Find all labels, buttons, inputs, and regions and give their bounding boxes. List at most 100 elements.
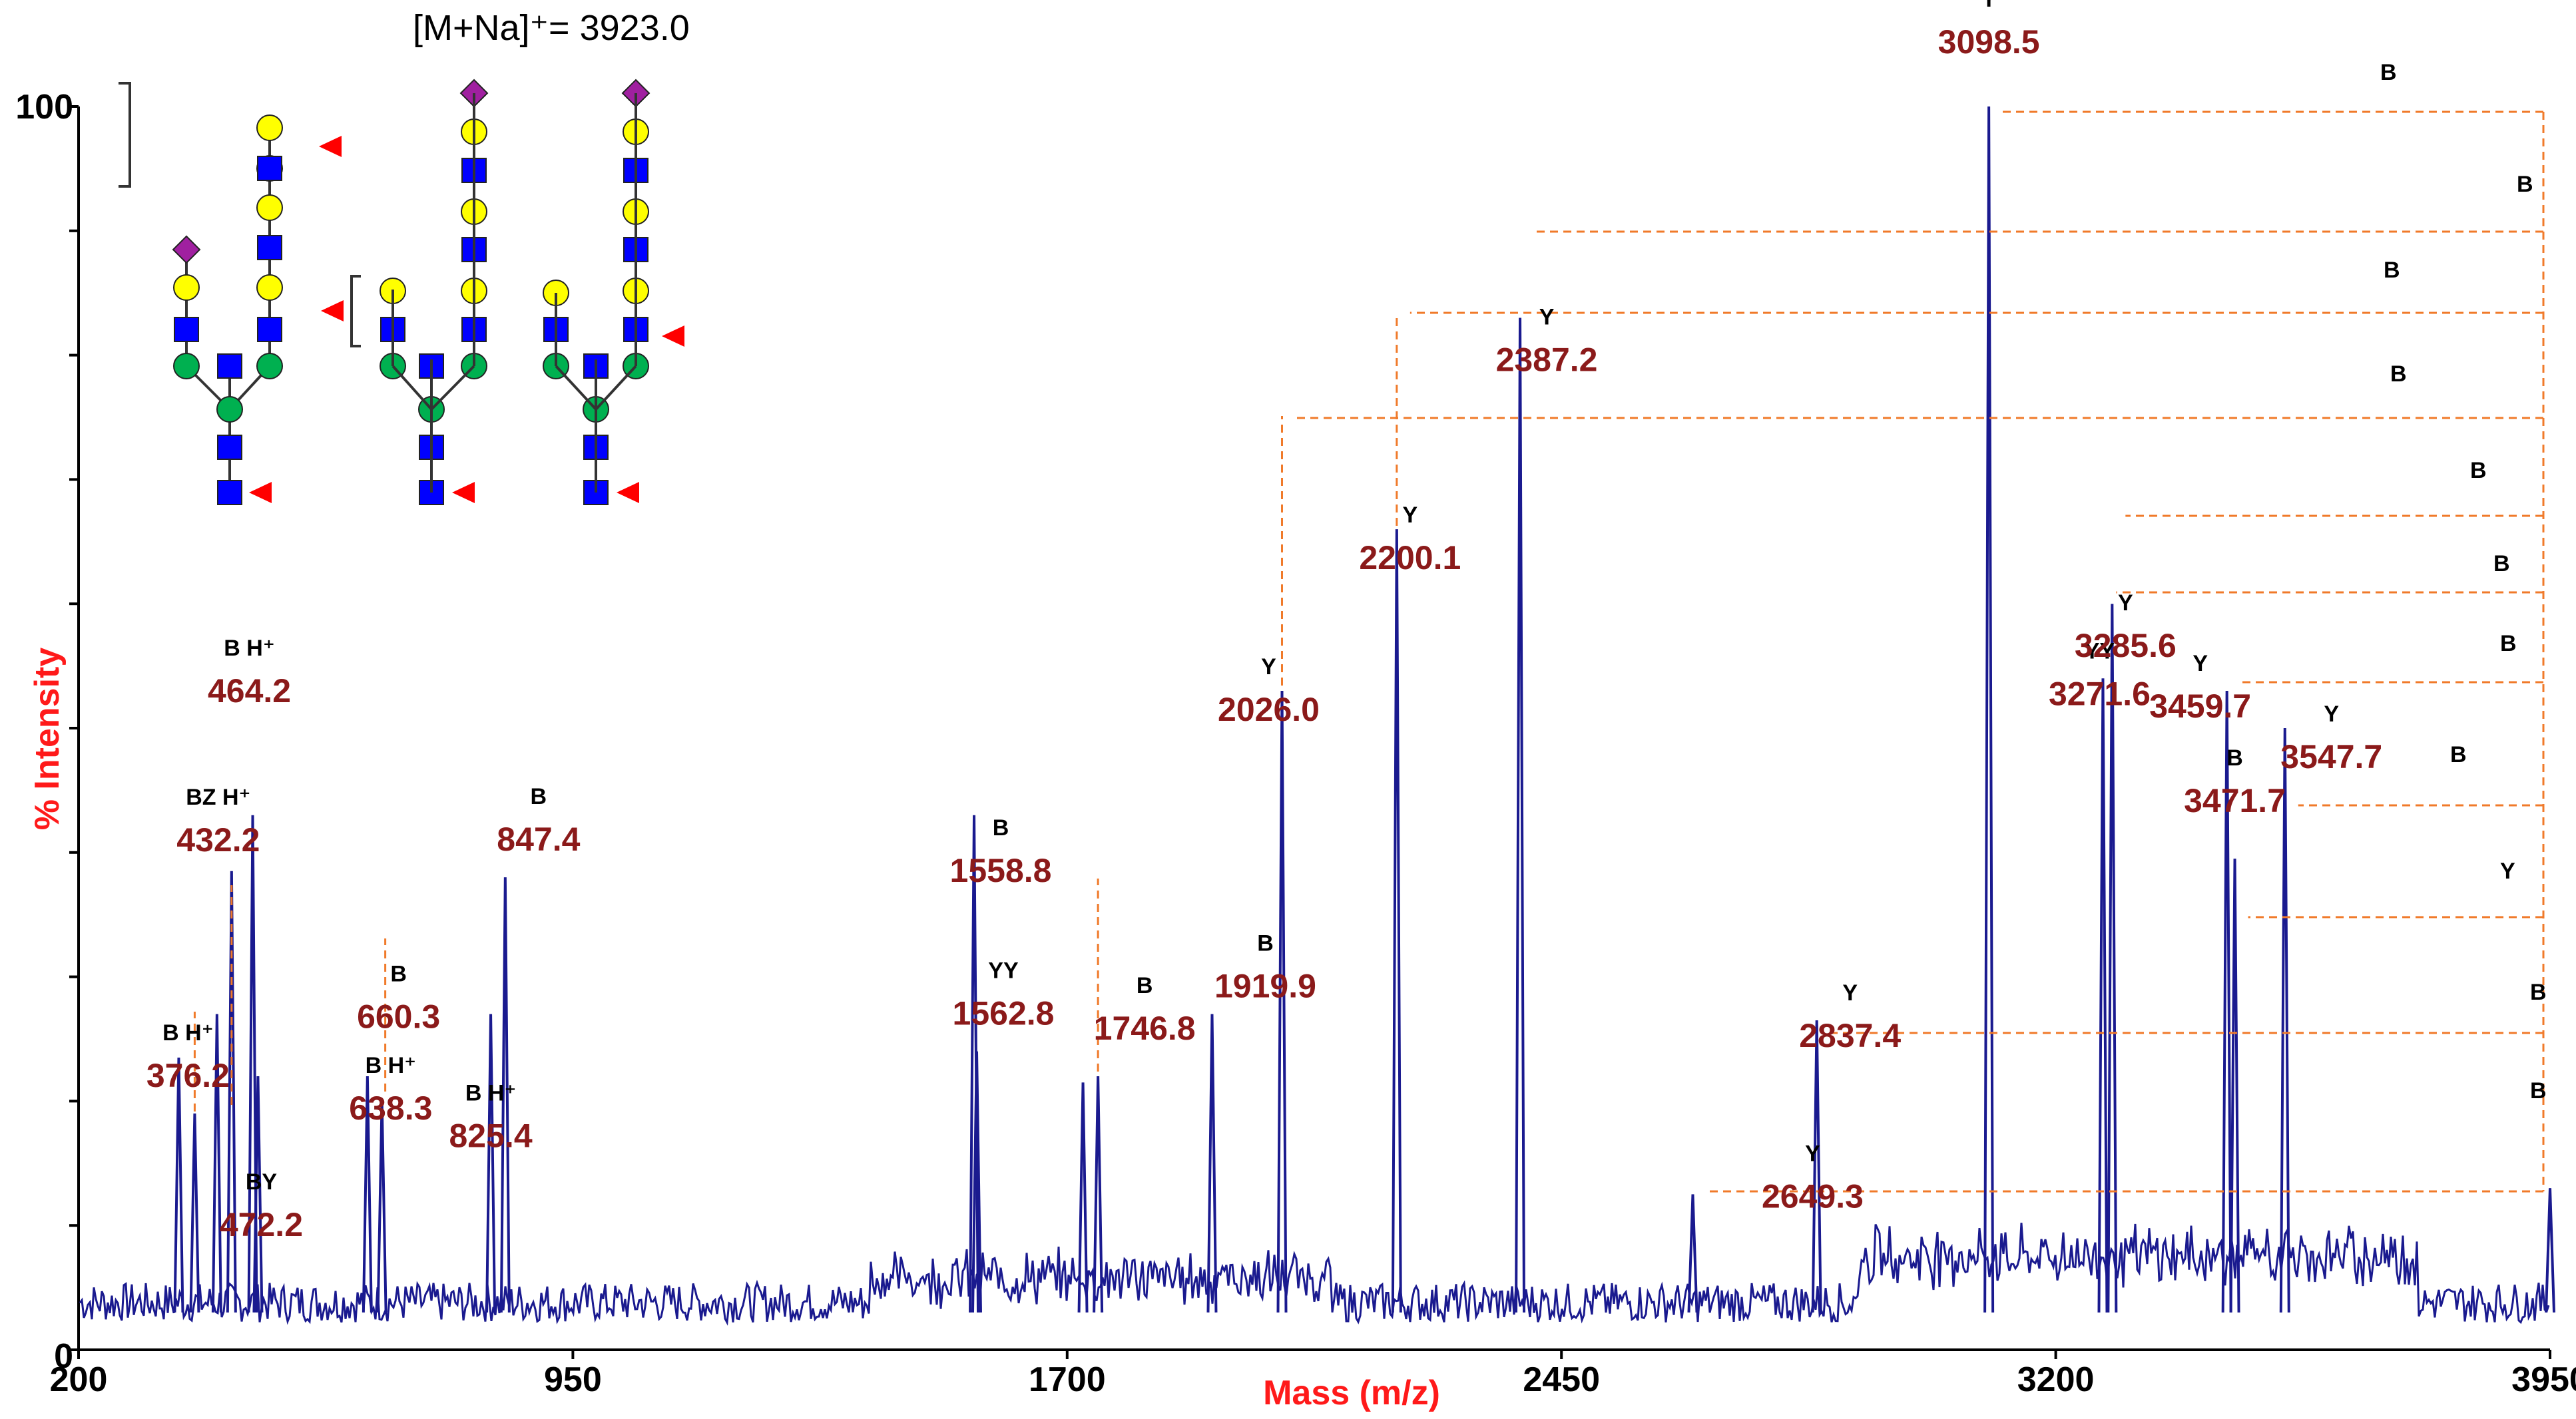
x-axis-title: Mass (m/z): [1263, 1374, 1440, 1412]
hexnac-symbol: [257, 317, 282, 342]
hexnac-symbol: [217, 435, 242, 460]
ion-type-label: B: [993, 815, 1009, 841]
peak-labels: 376.2B H⁺432.2BZ H⁺464.2B H⁺472.2BY638.3…: [146, 0, 2382, 1243]
fucose-symbol: [617, 482, 639, 503]
ion-type-label: Y: [2192, 651, 2208, 676]
peak-stick: [1811, 1020, 1822, 1313]
x-tick-label: 3950: [2511, 1360, 2576, 1399]
peak-stick: [211, 1014, 222, 1313]
peak-label: 3459.7: [2149, 688, 2251, 725]
y-axis-top-label: 100: [15, 88, 73, 126]
glycan-residues: [172, 79, 684, 505]
hexnac-symbol: [174, 317, 199, 342]
ion-type-label: B H⁺: [162, 1020, 214, 1046]
legend-ion-letter: B: [2450, 742, 2467, 767]
x-tick-label: 2450: [1523, 1360, 1600, 1399]
peak-label: 1558.8: [950, 852, 1052, 889]
legend-ion-letter: B: [2530, 980, 2547, 1005]
axes: [77, 106, 2550, 1351]
peak-stick: [2279, 727, 2290, 1313]
fucose-symbol: [321, 300, 344, 321]
peak-stick: [2545, 1188, 2555, 1313]
ion-type-label: B H⁺: [465, 1081, 517, 1106]
hexnac-symbol: [217, 353, 242, 379]
hexnac-symbol: [257, 156, 282, 181]
x-tick-label: 200: [50, 1360, 108, 1399]
peak-label: 847.4: [497, 821, 580, 858]
hexnac-symbol: [217, 480, 242, 505]
ion-type-label: Y: [2118, 590, 2133, 616]
peak-stick: [252, 1076, 264, 1313]
glycan-structure-2: [119, 82, 475, 493]
peak-label: 2387.2: [1496, 341, 1598, 379]
hexose-symbol: [256, 114, 283, 141]
y-axis-ticks: [69, 105, 79, 1351]
peak-label: 3547.7: [2280, 738, 2382, 775]
hexose-symbol: [173, 274, 200, 301]
ion-type-label: YY: [988, 958, 1019, 984]
fucose-symbol: [319, 136, 342, 157]
peak-label: 638.3: [349, 1090, 432, 1127]
legend-ion-letter: B: [2517, 172, 2533, 197]
peak-stick: [1687, 1194, 1698, 1313]
ion-type-label: Y: [1402, 503, 1417, 528]
ion-type-label: B: [390, 961, 407, 986]
ion-type-label: Y: [1805, 1141, 1820, 1167]
peak-label: 1562.8: [953, 995, 1055, 1032]
legend-ion-letter: B: [2380, 60, 2397, 85]
hexose-symbol: [256, 353, 283, 379]
fragment-legend: B B B B B B B B Y B B: [2380, 60, 2547, 1104]
legend-ion-letter: B: [2384, 258, 2400, 283]
glycan-structure-3: [555, 93, 637, 493]
peak-sticks: [173, 106, 2555, 1313]
ion-type-label: Y: [1842, 980, 1858, 1006]
peak-label: 3271.6: [2049, 675, 2151, 712]
peak-stick: [1515, 317, 1526, 1313]
peak-stick: [971, 1051, 982, 1313]
peak-label: 2026.0: [1218, 691, 1320, 728]
peak-label: 1746.8: [1094, 1010, 1196, 1047]
spectrum-baseline-trace: [79, 1223, 2550, 1326]
peak-stick: [1093, 1076, 1104, 1313]
y-axis-title: % Intensity: [28, 648, 67, 831]
peak-stick: [1983, 106, 1995, 1313]
sialic-acid-symbol: [172, 235, 201, 264]
ion-type-label: B: [1137, 973, 1153, 998]
peak-label: 825.4: [449, 1117, 533, 1155]
peak-label: 1919.9: [1214, 968, 1316, 1005]
peak-stick: [376, 1101, 387, 1313]
peak-label: 472.2: [220, 1206, 303, 1243]
hexose-symbol: [216, 396, 243, 423]
ion-type-label: B: [531, 784, 547, 809]
legend-ion-letter: B: [2470, 458, 2487, 483]
peak-stick: [2097, 678, 2109, 1313]
x-axis-ticks: 200 950 1700 2450 3200 3950: [50, 1350, 2576, 1399]
peak-stick: [189, 1114, 200, 1313]
hexose-symbol: [256, 274, 283, 301]
peak-label: 376.2: [146, 1057, 230, 1094]
peak-stick: [173, 1057, 184, 1313]
x-tick-label: 950: [544, 1360, 602, 1399]
peak-label: 2200.1: [1359, 539, 1461, 576]
ion-type-label: Y: [2324, 702, 2339, 727]
x-tick-label: 3200: [2017, 1360, 2095, 1399]
peak-stick: [247, 815, 258, 1313]
glycan-structures: [119, 79, 684, 505]
ion-type-label: Y: [1261, 654, 1276, 680]
peak-label: 2649.3: [1762, 1178, 1864, 1215]
fucose-symbol: [249, 482, 272, 503]
peak-label: 464.2: [208, 672, 291, 710]
precursor-title: [M+Na]⁺= 3923.0: [413, 8, 690, 48]
ion-type-label: YY: [2085, 638, 2115, 664]
peak-stick: [1276, 690, 1288, 1313]
legend-ion-letter: B: [2530, 1078, 2547, 1104]
peak-stick: [499, 877, 511, 1313]
fucose-symbol: [452, 482, 475, 503]
legend-ion-letter: B: [2500, 631, 2517, 656]
peak-stick: [485, 1014, 497, 1313]
peak-stick: [226, 871, 237, 1313]
peak-label: 3285.6: [2075, 627, 2177, 664]
fucose-symbol: [662, 325, 684, 347]
legend-ion-letter: B: [2493, 551, 2510, 576]
